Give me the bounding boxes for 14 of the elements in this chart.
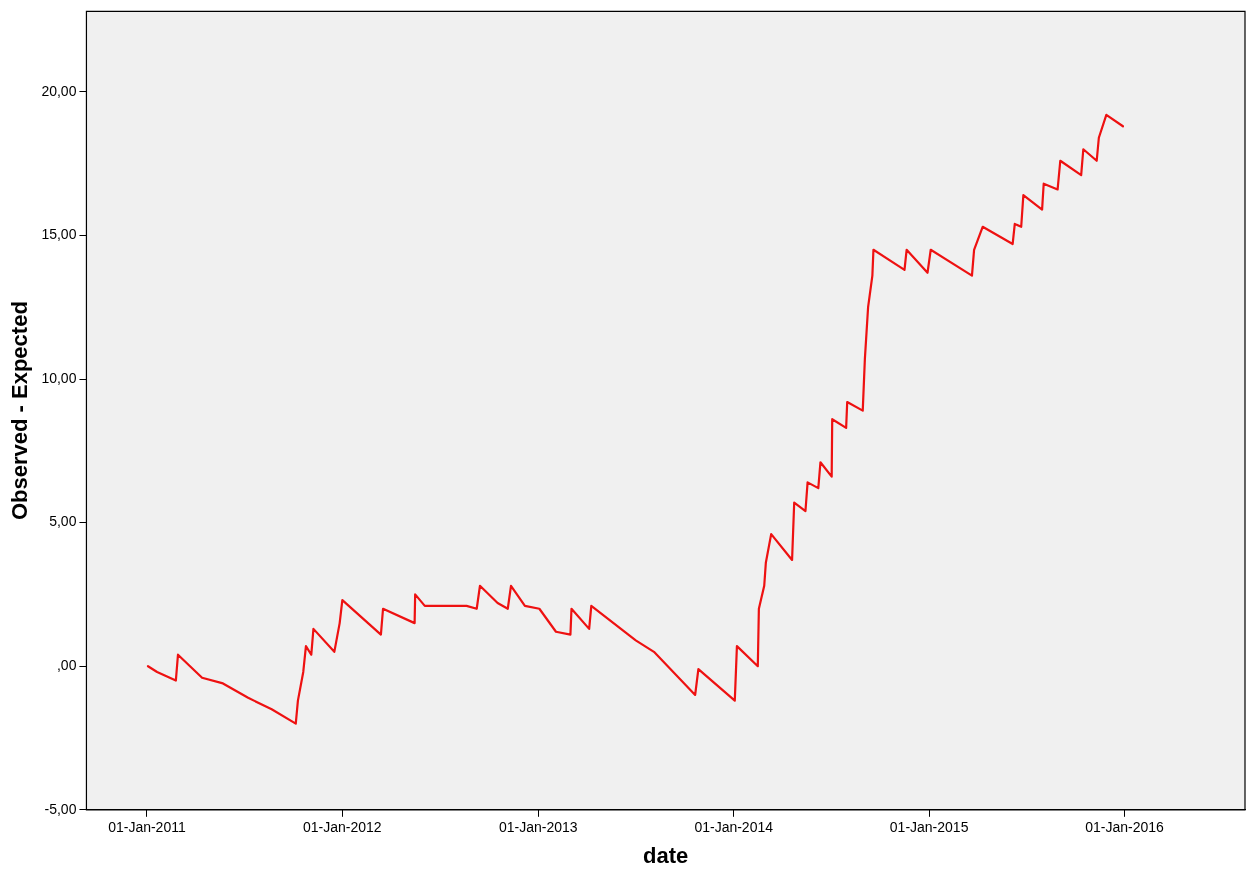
y-tick-label: 10,00: [41, 369, 77, 386]
x-tick-label: 01-Jan-2014: [694, 819, 774, 836]
x-tick-label: 01-Jan-2012: [303, 819, 382, 836]
x-axis-title: date: [643, 842, 689, 868]
y-axis-title: Observed - Expected: [7, 301, 33, 521]
x-tick-label: 01-Jan-2015: [889, 819, 969, 836]
y-tick-label: ,00: [56, 657, 77, 674]
x-tick-label: 01-Jan-2016: [1085, 819, 1165, 836]
y-tick-label: 20,00: [41, 82, 77, 99]
x-tick-label: 01-Jan-2011: [108, 819, 186, 836]
y-tick-label: 15,00: [41, 226, 77, 243]
y-tick-label: -5,00: [44, 800, 77, 817]
y-tick-label: 5,00: [49, 513, 77, 530]
x-tick-label: 01-Jan-2013: [498, 819, 578, 836]
